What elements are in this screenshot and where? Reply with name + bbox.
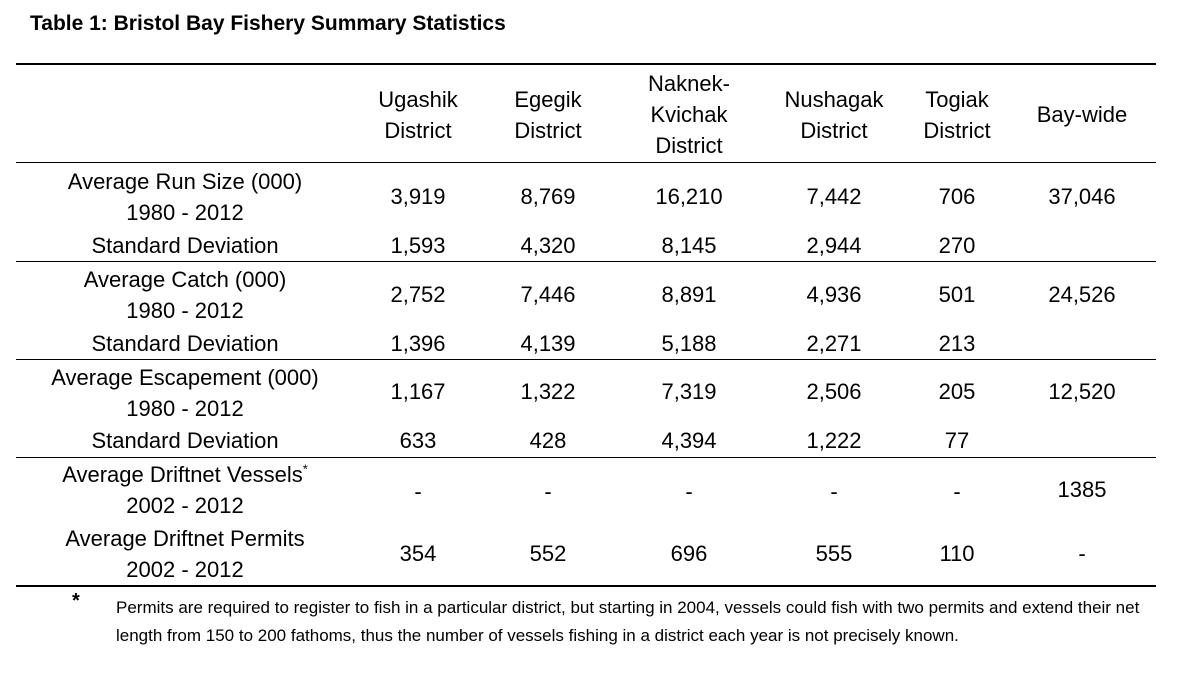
table-cell: 24,526: [1048, 282, 1116, 307]
table-cell: 205: [938, 379, 976, 404]
table-cell: 8,145: [661, 233, 717, 258]
column-header-line: District: [384, 118, 452, 143]
footnote-marker: *: [302, 461, 308, 477]
table-cell: 7,442: [806, 184, 862, 209]
column-header-line: Bay-wide: [1036, 102, 1128, 127]
table-cell: 706: [938, 184, 976, 209]
table-cell: 7,319: [661, 379, 717, 404]
column-header-line: District: [923, 118, 991, 143]
run-group-bottom-rule: [16, 261, 1156, 262]
column-header-line: Naknek-: [648, 71, 730, 96]
table-cell: -: [1078, 541, 1086, 566]
table-cell: 270: [938, 233, 976, 258]
row-label-years: 2002 - 2012: [126, 557, 244, 582]
table-cell: 1,322: [520, 379, 576, 404]
row-label-years: 1980 - 2012: [126, 396, 244, 421]
table-cell: 428: [529, 428, 567, 453]
row-label-years: 1980 - 2012: [126, 298, 244, 323]
row-label-standard-deviation: Standard Deviation: [91, 331, 279, 356]
table-cell: -: [414, 479, 422, 504]
table-cell: 16,210: [655, 184, 723, 209]
column-header-line: Egegik: [514, 87, 582, 112]
row-label-line: Average Catch (000): [83, 267, 287, 292]
table-cell: 2,944: [806, 233, 862, 258]
table-cell: 1385: [1057, 477, 1107, 502]
column-header-line: District: [655, 133, 723, 158]
column-header-naknek-kvichak: Naknek- Kvichak District: [620, 68, 758, 161]
column-header-line: District: [800, 118, 868, 143]
row-label-text: Average Driftnet Vessels: [62, 462, 303, 487]
table-cell: 8,891: [661, 282, 717, 307]
column-header-line: District: [514, 118, 582, 143]
table-cell: 555: [815, 541, 853, 566]
row-label-years: 2002 - 2012: [126, 493, 244, 518]
table-cell: 7,446: [520, 282, 576, 307]
table-top-rule: [16, 63, 1156, 65]
row-label-standard-deviation: Standard Deviation: [91, 428, 279, 453]
table-cell: 4,936: [806, 282, 862, 307]
table-cell: 501: [938, 282, 976, 307]
column-header-line: Kvichak: [650, 102, 728, 127]
row-label-standard-deviation: Standard Deviation: [91, 233, 279, 258]
column-header-nushagak: Nushagak District: [770, 84, 898, 146]
row-label-avg-driftnet-permits: Average Driftnet Permits 2002 - 2012: [16, 523, 354, 585]
escapement-group-bottom-rule: [16, 457, 1156, 458]
table-cell: 12,520: [1048, 379, 1116, 404]
footnote-text: Permits are required to register to fish…: [116, 598, 1140, 645]
row-label-avg-catch: Average Catch (000) 1980 - 2012: [16, 264, 354, 326]
column-header-bay-wide: Bay-wide: [1020, 99, 1144, 130]
column-header-egegik: Egegik District: [488, 84, 608, 146]
table-cell: 696: [670, 541, 708, 566]
table-cell: 1,396: [390, 331, 446, 356]
table-cell: 1,593: [390, 233, 446, 258]
catch-group-bottom-rule: [16, 359, 1156, 360]
row-label-line: Average Escapement (000): [51, 365, 319, 390]
row-label-line: Average Driftnet Vessels*: [16, 459, 354, 490]
table-cell: 37,046: [1048, 184, 1116, 209]
row-label-line: Average Run Size (000): [67, 169, 303, 194]
table-cell: -: [685, 479, 693, 504]
row-label-avg-run-size: Average Run Size (000) 1980 - 2012: [16, 166, 354, 228]
table-cell: 2,271: [806, 331, 862, 356]
table-cell: 77: [944, 428, 970, 453]
table-cell: 5,188: [661, 331, 717, 356]
table-cell: 4,320: [520, 233, 576, 258]
table-cell: -: [830, 479, 838, 504]
column-header-line: Ugashik: [378, 87, 458, 112]
table-cell: 1,167: [390, 379, 446, 404]
table-cell: 4,394: [661, 428, 717, 453]
table-cell: 110: [939, 541, 975, 566]
table-title: Table 1: Bristol Bay Fishery Summary Sta…: [30, 12, 506, 35]
row-label-avg-escapement: Average Escapement (000) 1980 - 2012: [16, 362, 354, 424]
table-cell: 633: [399, 428, 437, 453]
table-cell: 1,222: [806, 428, 862, 453]
table-cell: -: [544, 479, 552, 504]
table-cell: 354: [399, 541, 437, 566]
column-header-ugashik: Ugashik District: [358, 84, 478, 146]
table-cell: 213: [938, 331, 976, 356]
column-header-togiak: Togiak District: [902, 84, 1012, 146]
table-cell: -: [953, 479, 961, 504]
table-cell: 2,752: [390, 282, 446, 307]
table-cell: 4,139: [520, 331, 576, 356]
row-label-line: Average Driftnet Permits: [65, 526, 305, 551]
table-cell: 8,769: [520, 184, 576, 209]
table-cell: 2,506: [806, 379, 862, 404]
footnote-mark: *: [72, 590, 80, 612]
table-bottom-rule: [16, 585, 1156, 587]
table-cell: 3,919: [390, 184, 446, 209]
column-header-line: Togiak: [925, 87, 989, 112]
row-label-avg-driftnet-vessels: Average Driftnet Vessels* 2002 - 2012: [16, 459, 354, 521]
column-header-line: Nushagak: [784, 87, 884, 112]
header-bottom-rule: [16, 162, 1156, 163]
row-label-years: 1980 - 2012: [126, 200, 244, 225]
table-cell: 552: [529, 541, 567, 566]
